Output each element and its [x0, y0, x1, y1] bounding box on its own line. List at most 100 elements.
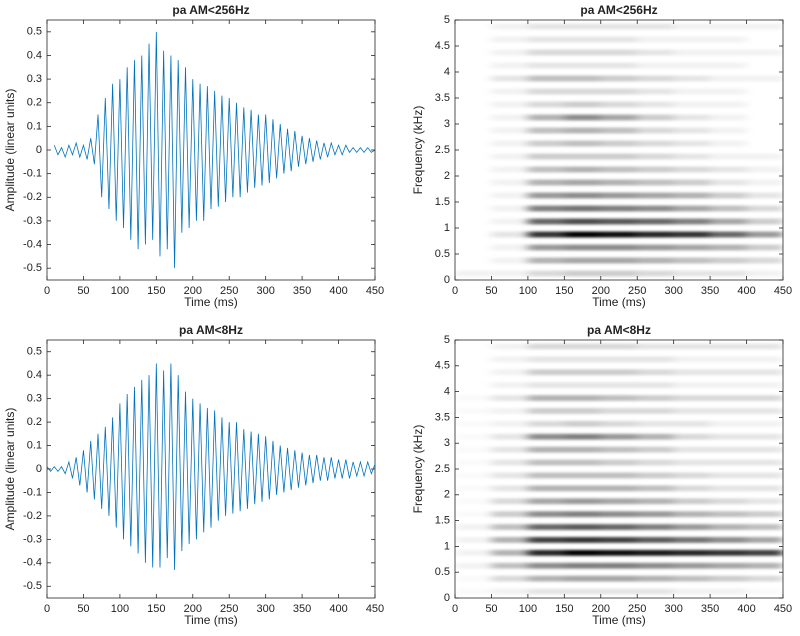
spectrogram-cell: [673, 23, 711, 30]
y-tick-label: -0.4: [23, 557, 42, 569]
plot-area: [46, 19, 376, 281]
spectrogram-cell: [673, 446, 711, 453]
spectrogram-cell: [710, 524, 747, 530]
spectrogram-cell: [491, 343, 528, 350]
x-tick-label: 400: [737, 603, 755, 615]
spectrogram-cell: [527, 382, 565, 389]
spectrogram-cell: [746, 472, 783, 479]
y-tick-label: 2.5: [435, 144, 450, 156]
spectrogram-cell: [746, 433, 783, 440]
x-tick-label: 150: [555, 603, 573, 615]
spectrogram-cell: [637, 562, 674, 569]
spectrogram-cell: [746, 524, 783, 530]
spectrogram-cell: [564, 395, 601, 401]
spectrogram: [455, 343, 783, 595]
y-tick-label: -0.1: [23, 168, 42, 180]
spectrogram-cell: [673, 485, 711, 492]
spectrogram-cell: [710, 218, 747, 225]
x-tick-label: 50: [77, 285, 89, 297]
y-tick-label: -0.3: [23, 533, 42, 545]
spectrogram-cell: [491, 498, 528, 505]
spectrogram-cell: [491, 382, 528, 389]
spectrogram-cell: [491, 485, 528, 492]
spectrogram-cell: [673, 36, 711, 43]
spectrogram-cell: [455, 511, 491, 517]
spectrogram-cell: [455, 408, 491, 414]
spectrogram-cell: [491, 524, 528, 530]
x-tick-label: 200: [592, 603, 610, 615]
spectrogram-cell: [600, 205, 638, 212]
y-axis-label: Amplitude (linear units): [3, 408, 17, 531]
spectrogram-cell: [527, 153, 565, 160]
spectrogram-cell: [600, 420, 638, 427]
spectrogram-cell: [600, 575, 638, 582]
x-tick-label: 150: [555, 285, 573, 297]
x-tick-label: 150: [147, 603, 165, 615]
y-tick-label: -0.2: [23, 510, 42, 522]
spectrogram-cell: [637, 75, 674, 82]
x-tick-label: 300: [664, 603, 682, 615]
spectrogram-cell: [564, 356, 601, 363]
y-tick-label: 0.2: [27, 97, 42, 109]
spectrogram-cell: [673, 257, 711, 264]
spectrogram-cell: [564, 459, 601, 466]
spectrogram-cell: [491, 140, 528, 147]
spectrogram-cell: [527, 114, 565, 121]
spectrogram-cell: [637, 420, 674, 427]
x-tick-label: 100: [519, 603, 537, 615]
spectrogram-cell: [455, 421, 491, 427]
spectrogram-cell: [491, 166, 528, 173]
spectrogram-cell: [746, 192, 783, 199]
spectrogram-cell: [710, 140, 747, 147]
spectrogram-cell: [600, 36, 638, 43]
spectrogram-cell: [746, 459, 783, 466]
spectrogram-cell: [747, 589, 783, 595]
spectrogram-cell: [455, 270, 492, 277]
spectrogram-cell: [455, 485, 491, 491]
spectrogram-cell: [564, 179, 601, 186]
spectrogram-cell: [491, 62, 528, 69]
panel: 0 50 100 150 200 250 300 350 400 450 0 0.5 1 1.5 2 2.5 3…: [411, 3, 792, 309]
spectrogram-cell: [710, 446, 747, 453]
x-tick-label: 0: [44, 285, 50, 297]
x-tick-label: 400: [737, 285, 755, 297]
spectrogram-cell: [710, 257, 747, 264]
spectrogram-cell: [746, 244, 783, 251]
spectrogram-cell: [673, 127, 711, 134]
spectrogram-cell: [600, 218, 638, 225]
spectrogram-cell: [710, 244, 747, 251]
spectrogram-cell: [746, 49, 783, 56]
y-tick-label: 0.4: [27, 369, 42, 381]
spectrogram-cell: [673, 549, 711, 556]
spectrogram-cell: [527, 127, 565, 134]
spectrogram-cell: [564, 192, 601, 199]
spectrogram-cell: [527, 498, 565, 505]
spectrogram-cell: [710, 356, 747, 363]
spectrogram-cell: [746, 511, 783, 518]
x-tick-label: 150: [147, 285, 165, 297]
spectrogram-cell: [710, 114, 747, 121]
spectrogram-cell: [673, 179, 711, 186]
spectrogram-cell: [710, 49, 747, 56]
spectrogram-cell: [637, 88, 674, 95]
spectrogram-cell: [455, 460, 491, 466]
y-tick-label: -0.5: [23, 580, 42, 592]
spectrogram-cell: [564, 433, 601, 440]
spectrogram-cell: [710, 23, 747, 30]
spectrogram-cell: [637, 114, 674, 121]
spectrogram-cell: [491, 179, 528, 186]
spectrogram-cell: [455, 356, 491, 362]
spectrogram-cell: [673, 140, 711, 147]
x-axis-label: Time (ms): [184, 613, 238, 627]
spectrogram-cell: [637, 446, 674, 453]
spectrogram-cell: [527, 62, 565, 69]
spectrogram-cell: [564, 257, 601, 264]
spectrogram-cell: [527, 395, 565, 401]
y-tick-label: 0: [36, 144, 42, 156]
spectrogram-cell: [747, 37, 783, 43]
spectrogram-cell: [527, 511, 565, 518]
spectrogram-cell: [455, 37, 491, 43]
spectrogram-cell: [564, 446, 601, 453]
spectrogram-cell: [527, 420, 565, 427]
plot-content: [455, 343, 783, 595]
